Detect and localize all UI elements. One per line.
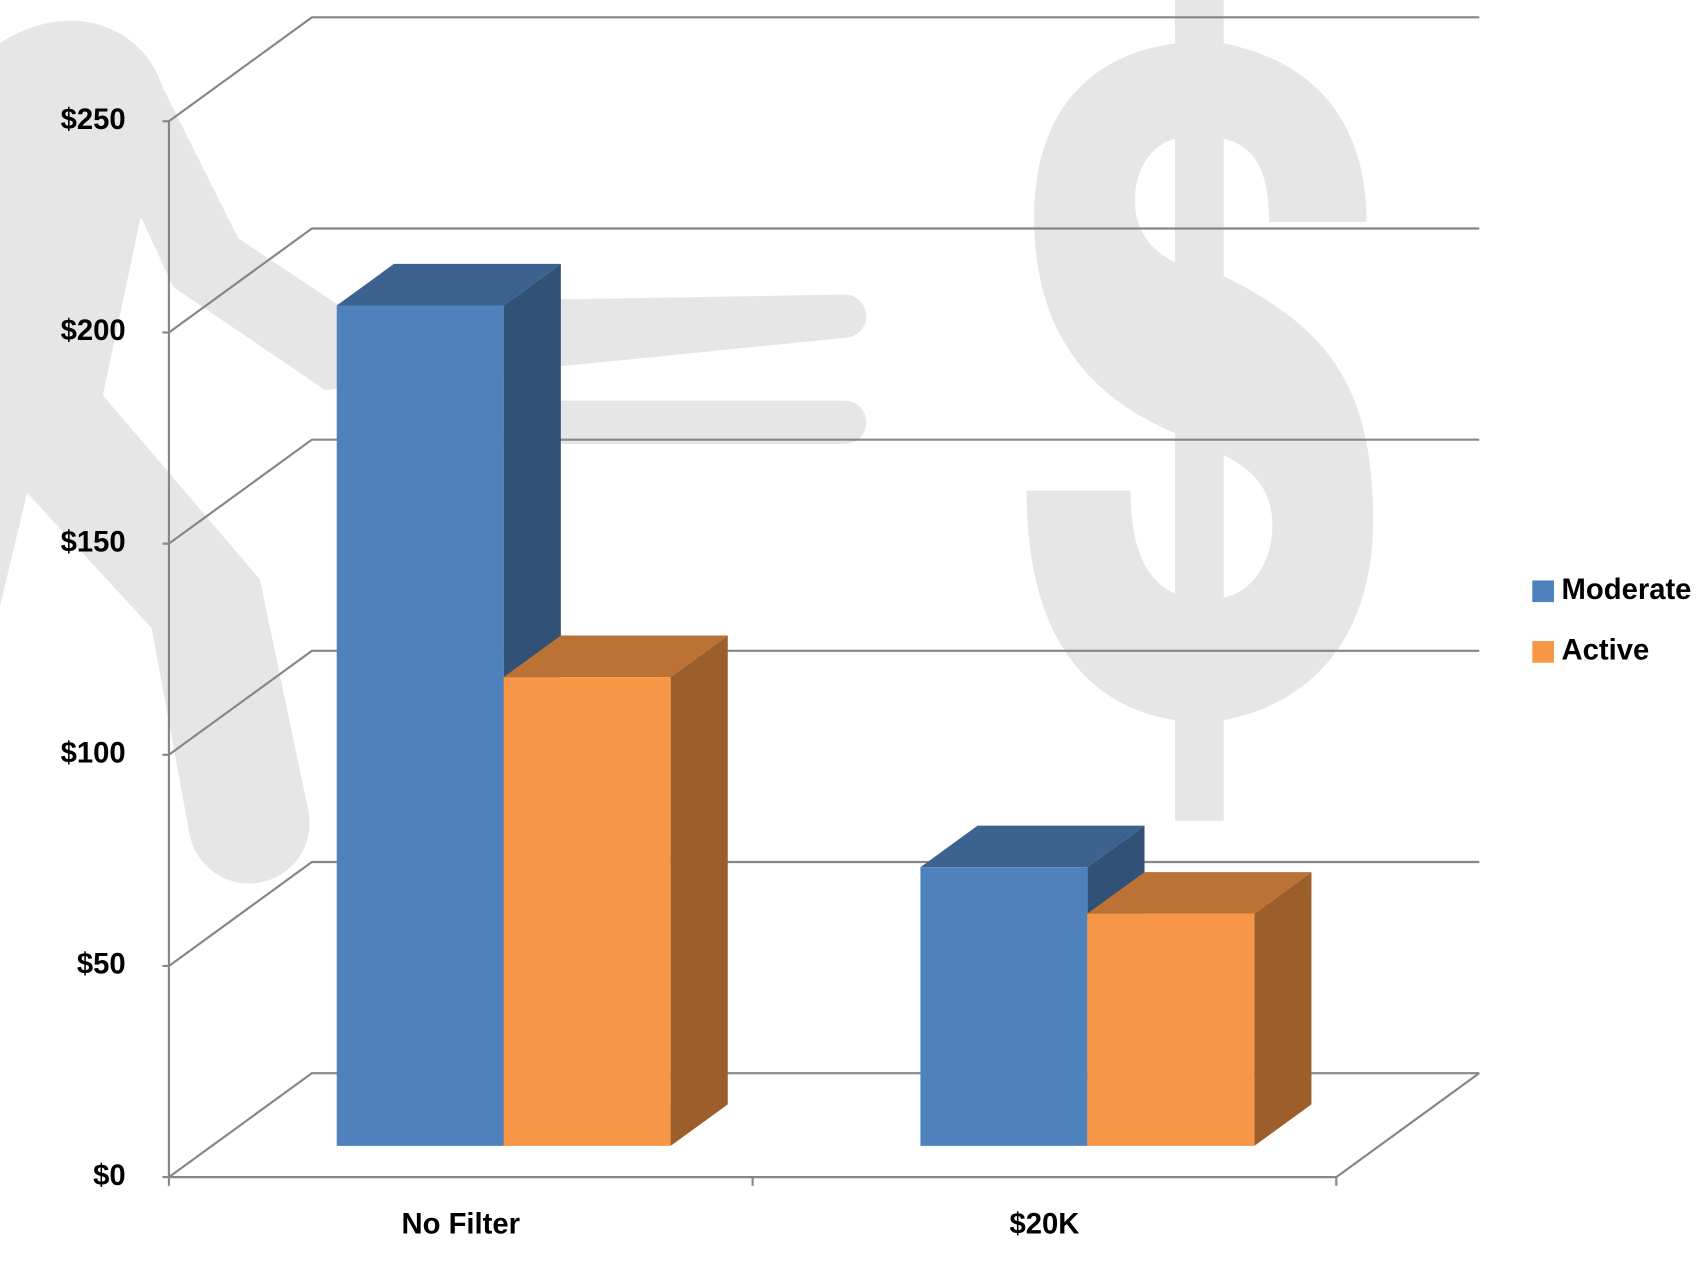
- x-tick-label: No Filter: [402, 1209, 521, 1241]
- legend-swatch: [1532, 641, 1554, 663]
- y-tick-label: $100: [61, 738, 126, 770]
- y-tick-label: $250: [61, 104, 126, 136]
- x-tick-label: $20K: [1010, 1209, 1080, 1241]
- grid-line: [168, 649, 1480, 756]
- y-tick-label: $150: [61, 526, 126, 558]
- grid-line: [168, 16, 1480, 123]
- grid-line: [168, 438, 1480, 545]
- watermark: [0, 0, 1374, 884]
- bar: [1087, 913, 1255, 1146]
- legend-label: Active: [1562, 635, 1650, 667]
- bar-side: [670, 635, 728, 1146]
- y-tick-label: $200: [61, 315, 126, 347]
- floor-edge: [1335, 1072, 1480, 1178]
- bar-side: [1254, 872, 1312, 1146]
- bar: [920, 867, 1088, 1146]
- y-tick-label: $0: [93, 1160, 126, 1192]
- grid-line: [168, 227, 1480, 334]
- legend-label: Moderate: [1562, 574, 1692, 606]
- legend-swatch: [1532, 580, 1554, 603]
- bar-top: [920, 825, 1145, 868]
- y-tick-label: $50: [77, 949, 126, 981]
- bar: [503, 677, 671, 1146]
- bar-top: [336, 263, 561, 306]
- bar: [336, 305, 504, 1146]
- bar-top: [503, 635, 728, 678]
- bar-top: [1087, 872, 1312, 914]
